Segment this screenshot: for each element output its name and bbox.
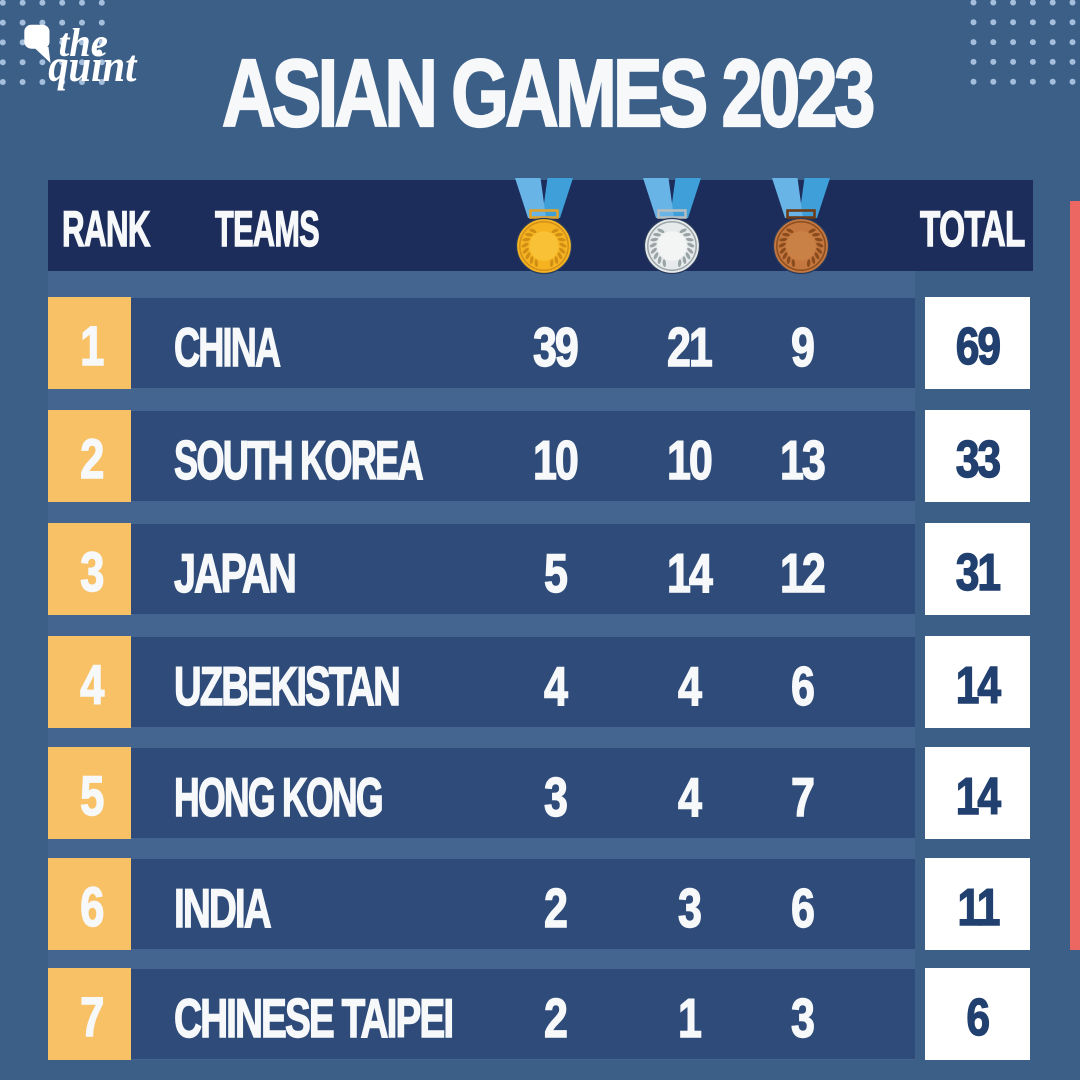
- svg-text:quint: quint: [48, 41, 138, 91]
- svg-text:the: the: [59, 20, 108, 65]
